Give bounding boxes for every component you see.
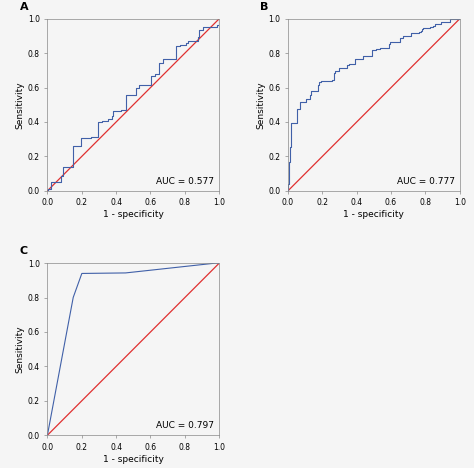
X-axis label: 1 - specificity: 1 - specificity (103, 210, 164, 219)
Text: AUC = 0.777: AUC = 0.777 (397, 177, 455, 186)
Y-axis label: Sensitivity: Sensitivity (16, 81, 25, 129)
Text: C: C (20, 246, 28, 256)
X-axis label: 1 - specificity: 1 - specificity (103, 454, 164, 464)
Text: B: B (260, 2, 269, 12)
Text: A: A (20, 2, 28, 12)
Y-axis label: Sensitivity: Sensitivity (256, 81, 265, 129)
X-axis label: 1 - specificity: 1 - specificity (344, 210, 404, 219)
Text: AUC = 0.577: AUC = 0.577 (156, 177, 214, 186)
Y-axis label: Sensitivity: Sensitivity (16, 325, 25, 373)
Text: AUC = 0.797: AUC = 0.797 (156, 421, 214, 430)
